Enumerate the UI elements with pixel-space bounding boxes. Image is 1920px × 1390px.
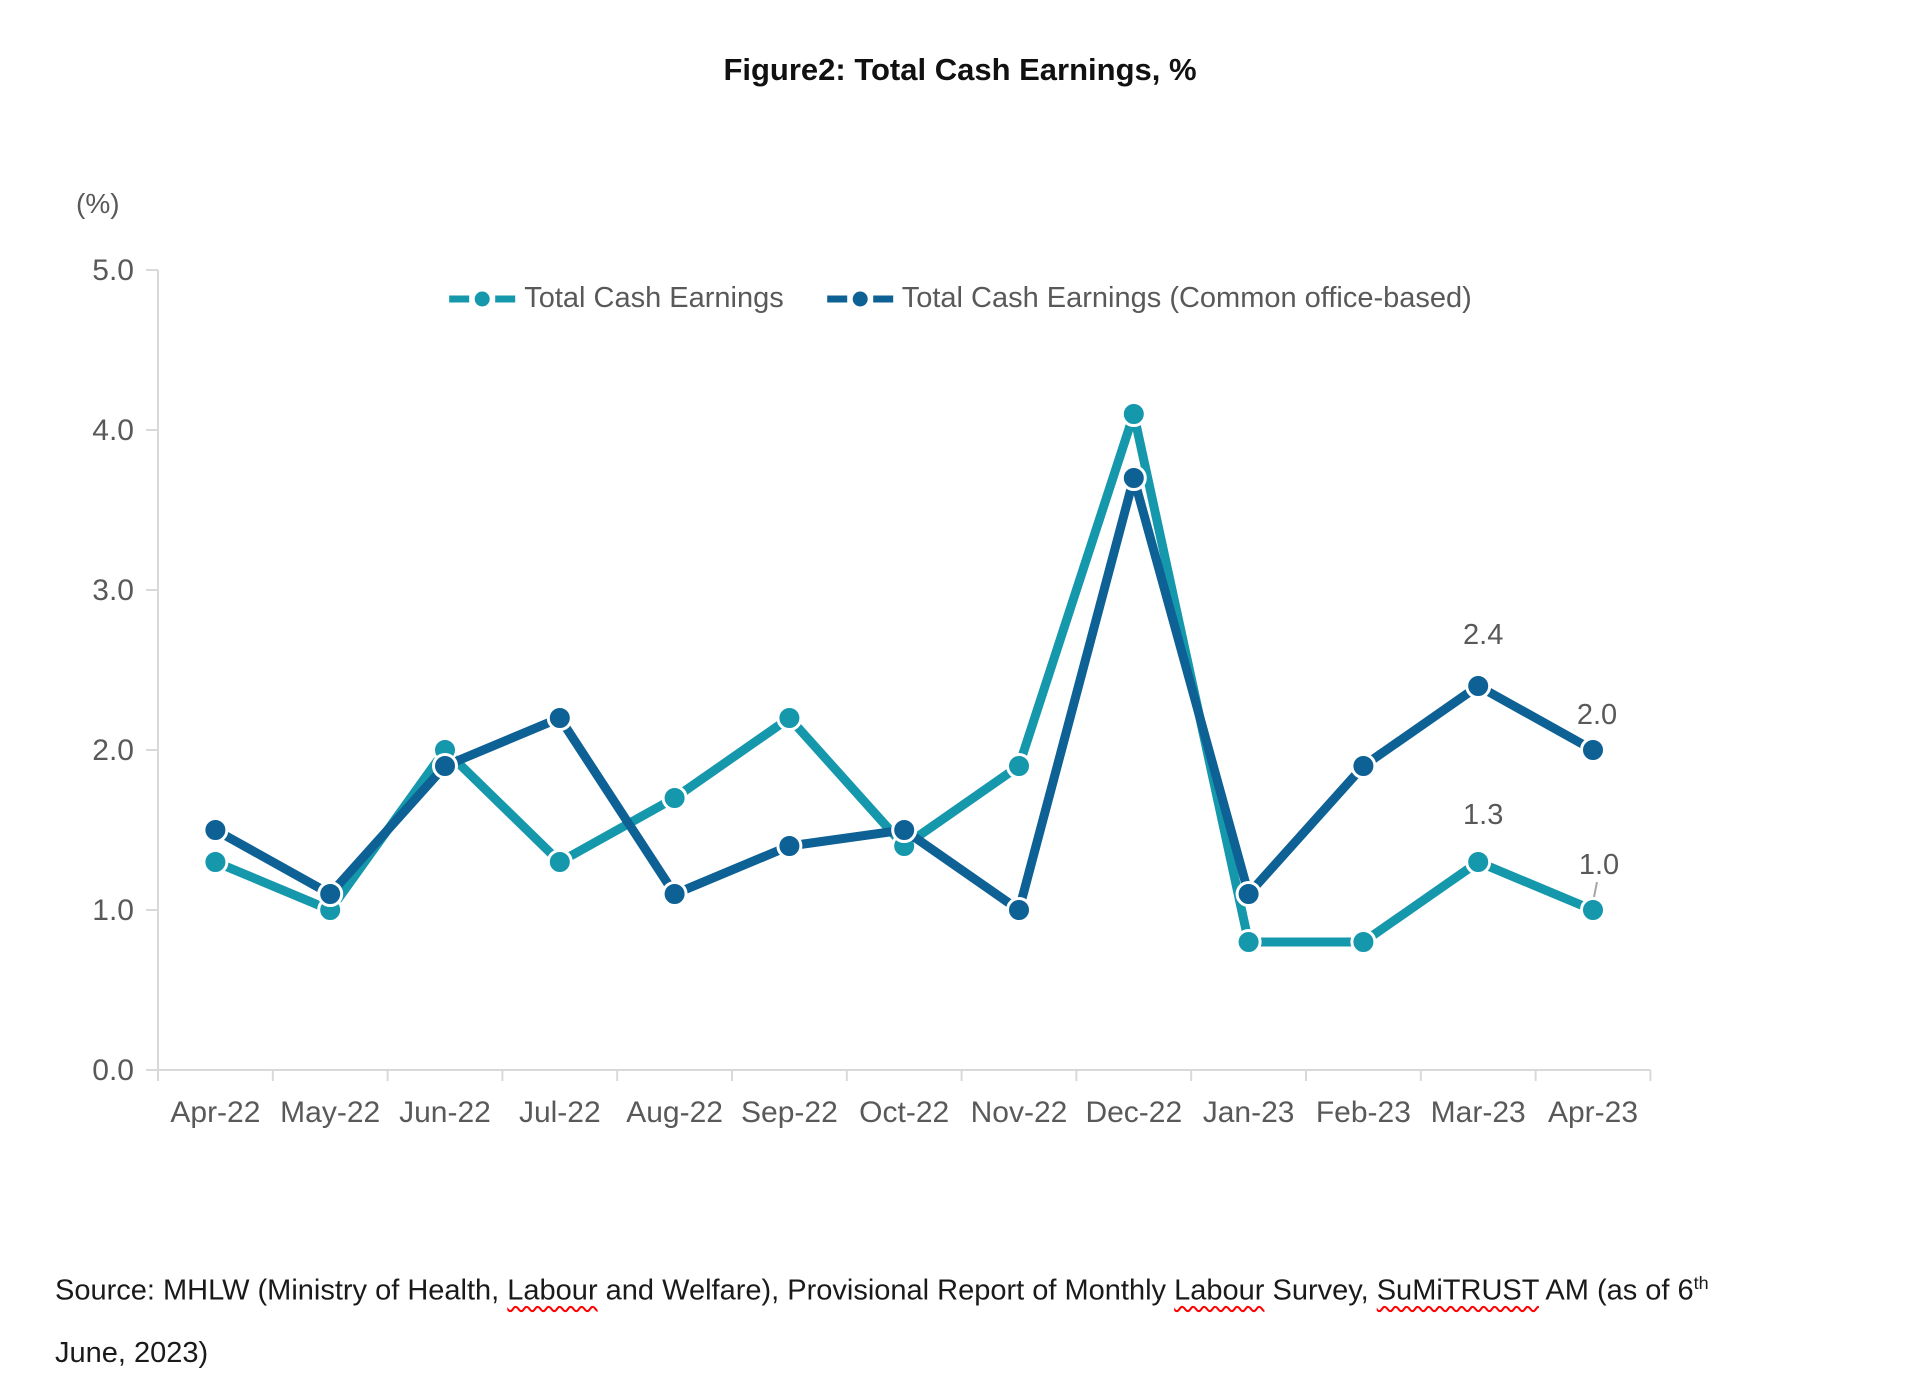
point-label: 1.0 bbox=[1579, 849, 1619, 881]
x-axis-tick-label: Oct-22 bbox=[859, 1096, 949, 1129]
data-point-1-Sep-22 bbox=[776, 833, 803, 859]
source-line-1: Source: MHLW (Ministry of Health, Labour… bbox=[55, 1252, 1885, 1322]
x-axis-tick-label: May-22 bbox=[280, 1096, 380, 1129]
point-label: 2.0 bbox=[1577, 699, 1617, 731]
data-point-0-Dec-22 bbox=[1120, 401, 1147, 427]
point-label: 1.3 bbox=[1463, 799, 1503, 831]
legend-line-marker-icon bbox=[826, 291, 893, 306]
data-point-0-Aug-22 bbox=[661, 785, 688, 811]
data-point-0-Apr-22 bbox=[202, 849, 229, 875]
x-axis-tick-label: Feb-23 bbox=[1316, 1096, 1411, 1129]
source-line-2: June, 2023) bbox=[55, 1336, 209, 1369]
x-axis-tick-label: Sep-22 bbox=[741, 1096, 838, 1129]
y-axis-tick-label: 5.0 bbox=[92, 254, 134, 287]
x-axis-tick-label: Apr-22 bbox=[170, 1096, 260, 1129]
point-label: 2.4 bbox=[1463, 619, 1503, 651]
data-point-0-Jan-23 bbox=[1235, 929, 1262, 955]
y-axis-tick-label: 4.0 bbox=[92, 414, 134, 447]
y-axis-tick-label: 2.0 bbox=[92, 734, 134, 767]
legend-item-1: Total Cash Earnings (Common office-based… bbox=[826, 282, 1472, 315]
source-text-segment: Survey, bbox=[1264, 1274, 1377, 1307]
x-axis-tick-label: Mar-23 bbox=[1431, 1096, 1526, 1129]
data-point-0-Jul-22 bbox=[546, 849, 573, 875]
x-axis-tick-label: Jun-22 bbox=[399, 1096, 491, 1129]
x-axis-tick-label: Nov-22 bbox=[971, 1096, 1068, 1129]
chart-title: Figure2: Total Cash Earnings, % bbox=[723, 52, 1197, 87]
series-line-0 bbox=[210, 409, 1598, 947]
x-axis-tick-label: Aug-22 bbox=[626, 1096, 723, 1129]
data-point-0-Mar-23 bbox=[1465, 849, 1492, 875]
data-point-1-Feb-23 bbox=[1350, 753, 1377, 779]
data-point-1-Apr-22 bbox=[202, 817, 229, 843]
y-axis-unit-label: (%) bbox=[76, 188, 120, 219]
legend-label-0: Total Cash Earnings bbox=[524, 282, 784, 314]
data-point-1-Nov-22 bbox=[1006, 897, 1032, 923]
x-axis-tick-label: Jan-23 bbox=[1203, 1096, 1295, 1129]
data-point-0-Apr-23 bbox=[1580, 897, 1606, 923]
source-note: Source: MHLW (Ministry of Health, Labour… bbox=[55, 1252, 1885, 1384]
source-misspelled-word: Labour bbox=[1174, 1274, 1265, 1307]
source-text-segment: and Welfare), Provisional Report of Mont… bbox=[597, 1274, 1175, 1307]
legend-label-1: Total Cash Earnings (Common office-based… bbox=[901, 282, 1472, 314]
data-point-1-Mar-23 bbox=[1465, 673, 1492, 699]
x-axis-tick-label: Jul-22 bbox=[519, 1096, 601, 1129]
data-point-1-Jun-22 bbox=[432, 753, 458, 779]
x-axis-tick-label: Apr-23 bbox=[1548, 1096, 1638, 1129]
source-text-segment: th bbox=[1693, 1273, 1709, 1293]
y-axis-tick-label: 1.0 bbox=[92, 894, 134, 927]
x-axis-tick-label: Dec-22 bbox=[1085, 1096, 1182, 1129]
data-point-0-Sep-22 bbox=[776, 705, 803, 731]
data-point-1-Aug-22 bbox=[661, 881, 688, 907]
data-point-1-Apr-23 bbox=[1580, 737, 1606, 763]
data-point-1-Jan-23 bbox=[1235, 881, 1262, 907]
source-misspelled-word: Labour bbox=[507, 1274, 598, 1307]
source-text-segment: Source: MHLW (Ministry of Health, bbox=[55, 1274, 508, 1307]
data-point-1-Jul-22 bbox=[546, 705, 573, 731]
y-axis-tick-label: 0.0 bbox=[92, 1054, 134, 1087]
legend-item-0: Total Cash Earnings bbox=[448, 282, 784, 315]
source-text-segment: AM (as of 6 bbox=[1538, 1274, 1694, 1307]
point-label-leader-line bbox=[1593, 881, 1598, 898]
data-point-1-May-22 bbox=[317, 881, 344, 907]
source-misspelled-word: SuMiTRUST bbox=[1376, 1274, 1539, 1307]
chart-legend: Total Cash Earnings Total Cash Earnings (… bbox=[448, 282, 1472, 315]
legend-line-marker-icon bbox=[449, 291, 516, 306]
data-point-1-Dec-22 bbox=[1120, 465, 1147, 491]
y-axis-tick-label: 3.0 bbox=[92, 574, 134, 607]
data-point-1-Oct-22 bbox=[891, 817, 918, 843]
data-point-0-Nov-22 bbox=[1006, 753, 1032, 779]
data-point-0-Feb-23 bbox=[1350, 929, 1377, 955]
